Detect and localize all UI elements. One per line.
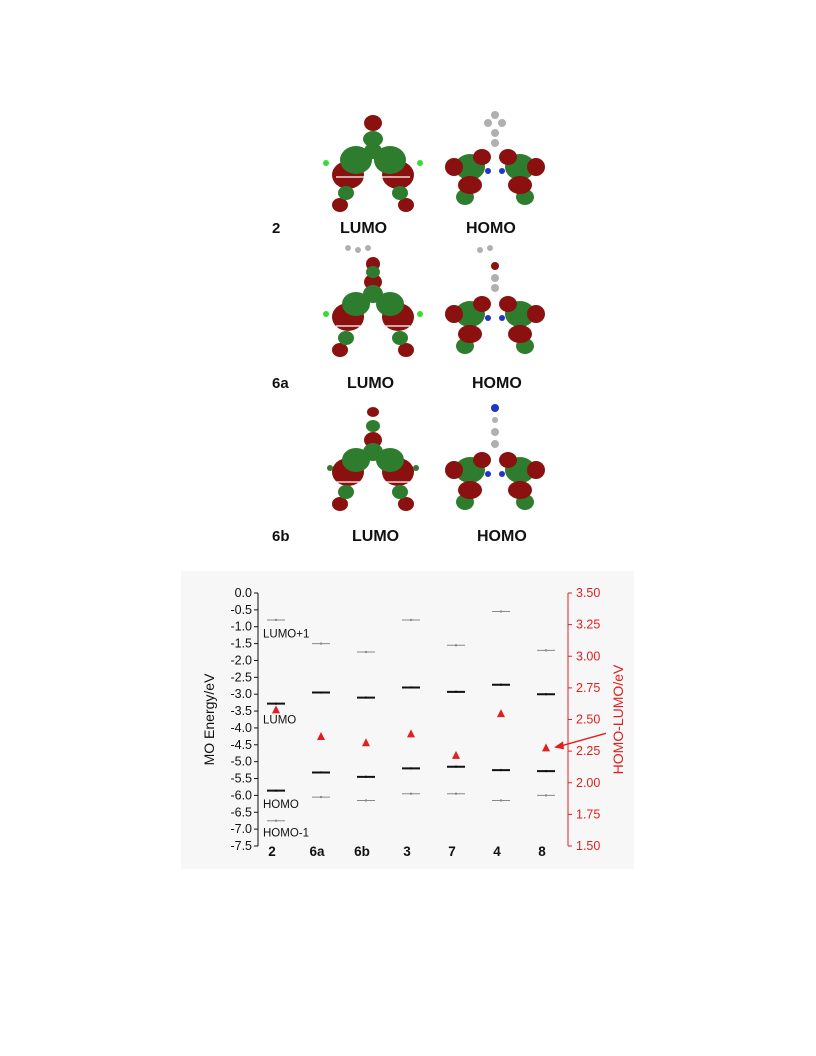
gap-marker [362,738,370,747]
right-axis-tick-label: 3.25 [576,618,600,632]
homo-label-6b: HOMO [477,528,527,545]
category-label: 2 [268,844,276,859]
left-axis-tick-label: -7.0 [230,822,252,836]
mo-energy-chart-svg: 0.0 -0.5 -1.0 -1.5 -2.0 -2.5 -3.0 -3.5 -4.0 -4.5 -… [201,586,626,859]
homo-orbital-image-2 [445,111,545,205]
left-axis-tick-label: -3.5 [230,704,252,718]
homo-level-point [364,775,368,779]
homo-orbital-image-6b [445,404,545,510]
homo-orbital-image-6a [445,245,545,354]
left-axis-tick-label: -0.5 [230,603,252,617]
lumo-level-point [274,702,278,705]
lumo1-level-point [499,610,503,613]
left-axis-tick-label: -6.0 [230,788,252,802]
right-axis-tick-label: 2.75 [576,681,600,695]
left-axis-title: MO Energy/eV [201,673,217,765]
lumo1-level-point [274,618,278,622]
gap-marker [542,743,550,752]
homo-level-point [274,789,278,792]
homo1-level-point [409,792,413,795]
lumo-level-point [499,683,503,686]
lumo-level-point [454,690,458,694]
right-axis-tick-label: 2.50 [576,713,600,727]
gap-marker [317,731,325,740]
homo-level-point [544,769,548,773]
homo-level-point [499,768,503,772]
left-axis-tick-label: -6.5 [230,805,252,819]
right-axis-title: HOMO-LUMO/eV [610,664,626,774]
left-axis-tick-label: -1.0 [230,620,252,634]
homo-level-point [454,765,458,768]
lumo-label-6a: LUMO [347,375,395,392]
right-axis-tick-label: 2.00 [576,776,600,790]
orbital-row-6b: 6b LUMO HOMO [0,397,816,552]
right-axis-tick-label: 2.25 [576,744,600,758]
homo1-level-point [364,799,368,802]
gap-marker [452,750,460,759]
right-axis-tick-label: 3.00 [576,649,600,663]
orbital-row-6a: 6a LUMO HOMO [0,242,816,397]
right-axis-tick-label: 1.50 [576,839,600,853]
lumo1-level-point [364,650,368,654]
lumo-label-6b: LUMO [352,528,400,545]
compound-label-6a: 6a [272,375,289,392]
left-axis-tick-label: -5.5 [230,772,252,786]
lumo-orbital-image-6a [323,245,423,357]
category-label: 6b [354,844,370,859]
gap-marker [272,705,280,714]
lumo-level-point [409,686,413,689]
lumo-label-2: LUMO [340,220,388,237]
left-axis-tick-label: 0.0 [235,586,252,600]
left-axis-tick-label: -7.5 [230,839,252,853]
category-label: 6a [309,844,325,859]
lumo1-level-point [319,642,323,645]
left-axis-tick-label: -5.0 [230,755,252,769]
lumo1-level-point [544,649,548,652]
lumo-level-point [544,693,548,696]
lumo-level-point [319,691,323,694]
lumo-orbital-image-6b [327,407,419,511]
annotation-lumo1: LUMO+1 [263,628,309,640]
lumo1-level-point [409,618,413,622]
gap-marker [407,729,415,738]
annotation-lumo: LUMO [263,715,296,727]
gap-marker [497,709,505,718]
homo1-level-point [274,819,278,822]
compound-label-6b: 6b [272,528,290,545]
compound-label-2: 2 [272,220,281,237]
right-axis-tick-label: 3.50 [576,586,600,600]
homo-label-2: HOMO [466,220,516,237]
mo-energy-chart: 0.0 -0.5 -1.0 -1.5 -2.0 -2.5 -3.0 -3.5 -4.0 -4.5 -… [181,571,634,869]
orbital-row-2: 2 LUMO HOMO [0,100,816,245]
category-label: 4 [493,844,501,859]
lumo-level-point [364,696,368,699]
left-axis-tick-label: -4.5 [230,738,252,752]
homo1-level-point [319,795,323,799]
left-axis-tick-label: -3.0 [230,687,252,701]
left-axis-tick-label: -2.0 [230,653,252,667]
category-label: 3 [403,844,411,859]
lumo1-level-point [454,644,458,647]
homo1-level-point [499,799,503,802]
right-axis-tick-label: 1.75 [576,807,600,821]
annotation-homo1: HOMO-1 [263,828,309,840]
lumo-orbital-image-2 [323,115,423,212]
gap-arrow-head [554,741,564,750]
left-axis-tick-label: -2.5 [230,670,252,684]
homo-level-point [319,771,323,774]
annotation-homo: HOMO [263,799,299,811]
homo1-level-point [454,792,458,795]
category-label: 7 [448,844,456,859]
homo-label-6a: HOMO [472,375,522,392]
gap-arrow-line [555,732,607,749]
category-label: 8 [538,844,546,859]
homo-level-point [409,767,413,770]
left-axis-tick-label: -4.0 [230,721,252,735]
homo1-level-point [544,794,548,797]
left-axis-tick-label: -1.5 [230,637,252,651]
